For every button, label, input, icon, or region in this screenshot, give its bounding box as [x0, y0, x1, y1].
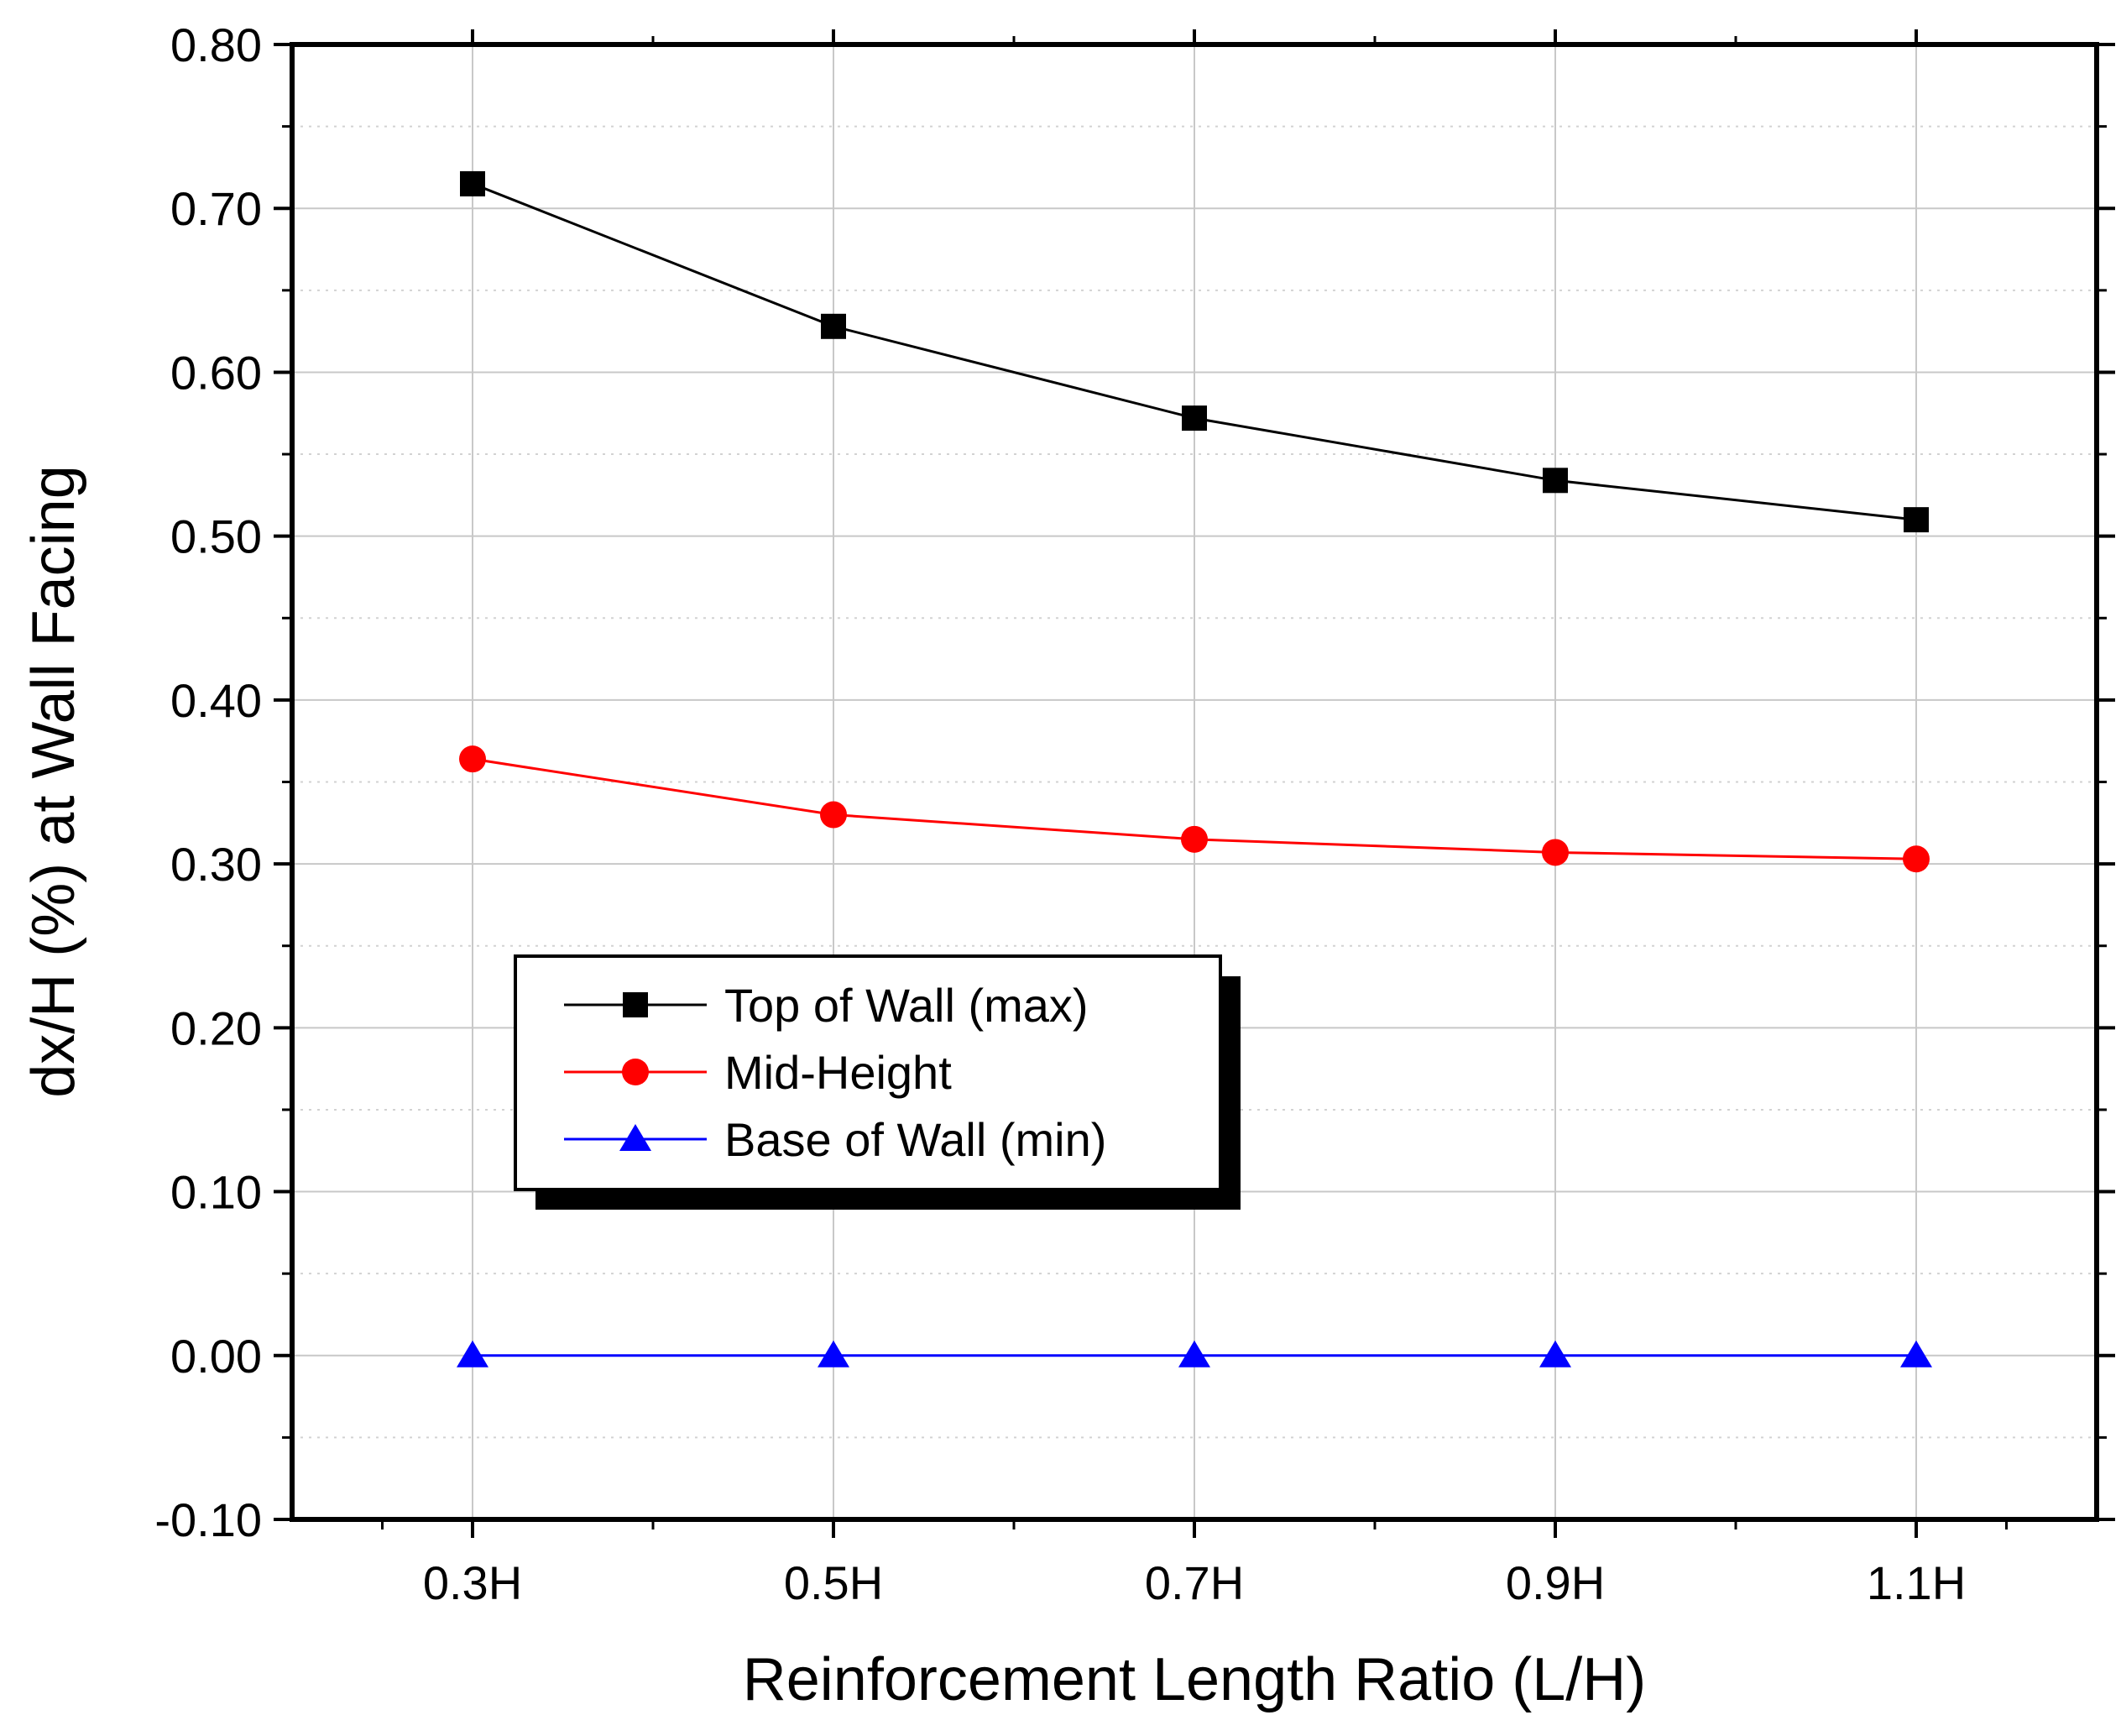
y-tick-label: 0.40 [170, 674, 262, 727]
mid-height-point [1542, 839, 1569, 866]
mid-height-point [459, 745, 486, 773]
x-tick-label: 1.1H [1867, 1556, 1966, 1609]
y-tick-labels: -0.10 0.00 0.10 0.20 0.30 0.40 0.50 0.60 0.70 0.8… [154, 18, 262, 1546]
top-of-wall-point [1182, 405, 1207, 431]
legend-marker-top-of-wall [623, 992, 648, 1017]
top-of-wall-point [460, 170, 485, 196]
base-of-wall-point [1900, 1340, 1932, 1367]
axis-ticks [274, 29, 2115, 1538]
y-tick-label: 0.00 [170, 1330, 262, 1383]
x-tick-label: 0.9H [1506, 1556, 1605, 1609]
x-tick-label: 0.5H [784, 1556, 883, 1609]
y-tick-label: 0.10 [170, 1166, 262, 1219]
legend-label-top-of-wall: Top of Wall (max) [724, 979, 1089, 1032]
legend: Top of Wall (max) Mid-Height Base of Wall … [514, 954, 1241, 1210]
mid-height-point [1181, 825, 1208, 853]
y-tick-label: 0.70 [170, 182, 262, 235]
base-of-wall-point [1178, 1340, 1210, 1367]
y-tick-label: 0.60 [170, 346, 262, 399]
top-of-wall-point [821, 313, 846, 339]
y-tick-label: 0.80 [170, 18, 262, 71]
mid-height-point [820, 801, 847, 829]
x-axis-label: Reinforcement Length Ratio (L/H) [743, 1646, 1647, 1713]
top-of-wall-point [1543, 468, 1568, 494]
legend-marker-base-of-wall [619, 1124, 651, 1151]
y-axis-label: dx/H (%) at Wall Facing [20, 465, 87, 1098]
base-of-wall-point [1539, 1340, 1571, 1367]
grid-lines [292, 44, 2097, 1519]
y-tick-label: 0.30 [170, 838, 262, 891]
legend-marker-mid-height [622, 1059, 649, 1085]
x-tick-label: 0.3H [423, 1556, 522, 1609]
x-tick-label: 0.7H [1145, 1556, 1244, 1609]
series-markers [457, 170, 1932, 1367]
y-tick-label: 0.20 [170, 1001, 262, 1054]
x-tick-labels: 0.3H 0.5H 0.7H 0.9H 1.1H [423, 1556, 1966, 1609]
mid-height-point [1903, 845, 1930, 873]
y-tick-label: 0.50 [170, 510, 262, 563]
base-of-wall-point [457, 1340, 488, 1367]
base-of-wall-point [818, 1340, 849, 1367]
legend-label-mid-height: Mid-Height [724, 1046, 952, 1099]
top-of-wall-point [1904, 507, 1929, 533]
y-tick-label: -0.10 [154, 1493, 262, 1546]
legend-label-base-of-wall: Base of Wall (min) [724, 1113, 1106, 1166]
